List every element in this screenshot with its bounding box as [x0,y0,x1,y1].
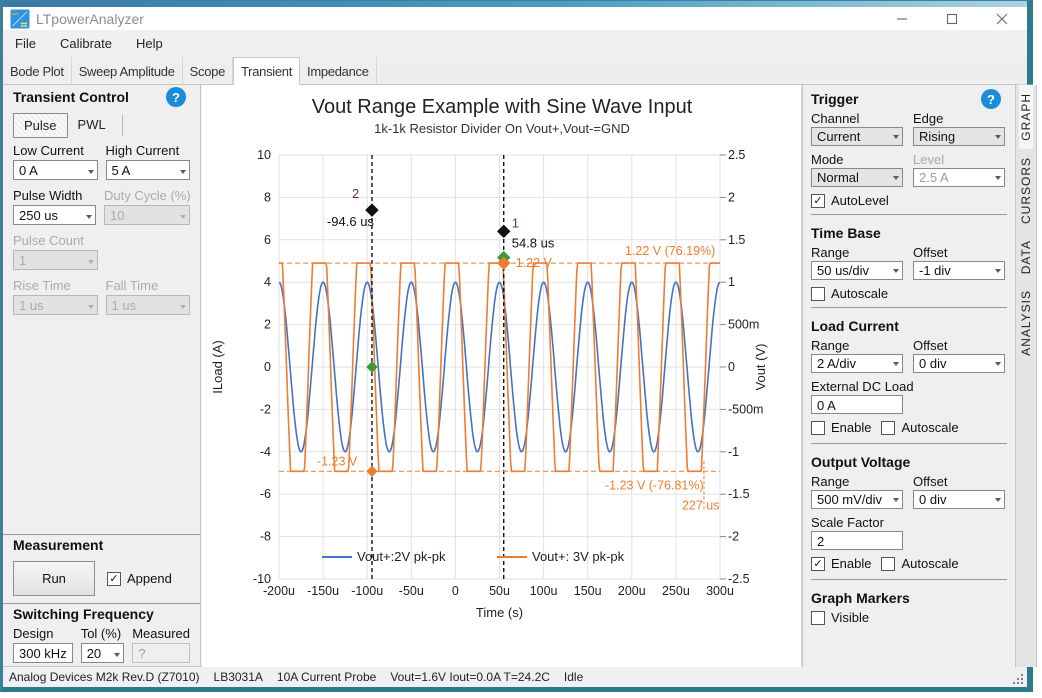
svg-text:300u: 300u [706,584,734,598]
svg-text:-500m: -500m [728,402,763,416]
svg-text:-200u: -200u [263,584,295,598]
svg-text:1.22 V (76.19%): 1.22 V (76.19%) [625,244,715,258]
svg-text:-1.23 V (-76.81%): -1.23 V (-76.81%) [605,478,704,492]
svg-text:2: 2 [728,190,735,204]
svg-text:1k-1k Resistor Divider On Vout: 1k-1k Resistor Divider On Vout+,Vout-=GN… [374,121,630,136]
svg-text:-4: -4 [260,445,271,459]
svg-text:100u: 100u [530,584,558,598]
svg-text:500m: 500m [728,318,759,332]
svg-text:0: 0 [728,360,735,374]
svg-text:-100u: -100u [351,584,383,598]
svg-text:6: 6 [264,233,271,247]
svg-text:50u: 50u [489,584,510,598]
svg-text:1: 1 [728,275,735,289]
svg-text:2.5: 2.5 [728,148,745,162]
svg-text:-2: -2 [260,402,271,416]
svg-text:54.8 us: 54.8 us [512,235,555,250]
svg-text:0: 0 [452,584,459,598]
svg-text:150u: 150u [574,584,602,598]
svg-text:ILoad (A): ILoad (A) [210,340,225,393]
svg-text:-1.23 V: -1.23 V [317,454,358,468]
svg-text:10: 10 [257,148,271,162]
svg-text:Time (s): Time (s) [476,605,523,620]
svg-text:-2.5: -2.5 [728,572,750,586]
svg-text:-94.6 us: -94.6 us [327,214,374,229]
svg-text:227 us: 227 us [682,498,720,512]
svg-text:-150u: -150u [307,584,339,598]
svg-text:-1: -1 [728,445,739,459]
svg-text:2: 2 [264,318,271,332]
svg-text:0: 0 [264,360,271,374]
svg-text:-2: -2 [728,530,739,544]
svg-text:4: 4 [264,275,271,289]
svg-text:Vout Range Example with Sine W: Vout Range Example with Sine Wave Input [312,96,693,118]
svg-text:-50u: -50u [399,584,424,598]
svg-text:Vout+: 3V pk-pk: Vout+: 3V pk-pk [532,549,625,564]
svg-text:1.5: 1.5 [728,233,745,247]
svg-text:-10: -10 [253,572,271,586]
svg-text:8: 8 [264,190,271,204]
svg-text:250u: 250u [662,584,690,598]
svg-text:Vout+:2V pk-pk: Vout+:2V pk-pk [357,549,446,564]
svg-text:Vout (V): Vout (V) [753,344,768,391]
svg-text:-8: -8 [260,530,271,544]
svg-text:1.22 V: 1.22 V [516,256,553,270]
svg-text:200u: 200u [618,584,646,598]
svg-text:2: 2 [352,186,359,201]
svg-text:1: 1 [512,215,519,230]
svg-text:-6: -6 [260,487,271,501]
svg-text:-1.5: -1.5 [728,487,750,501]
